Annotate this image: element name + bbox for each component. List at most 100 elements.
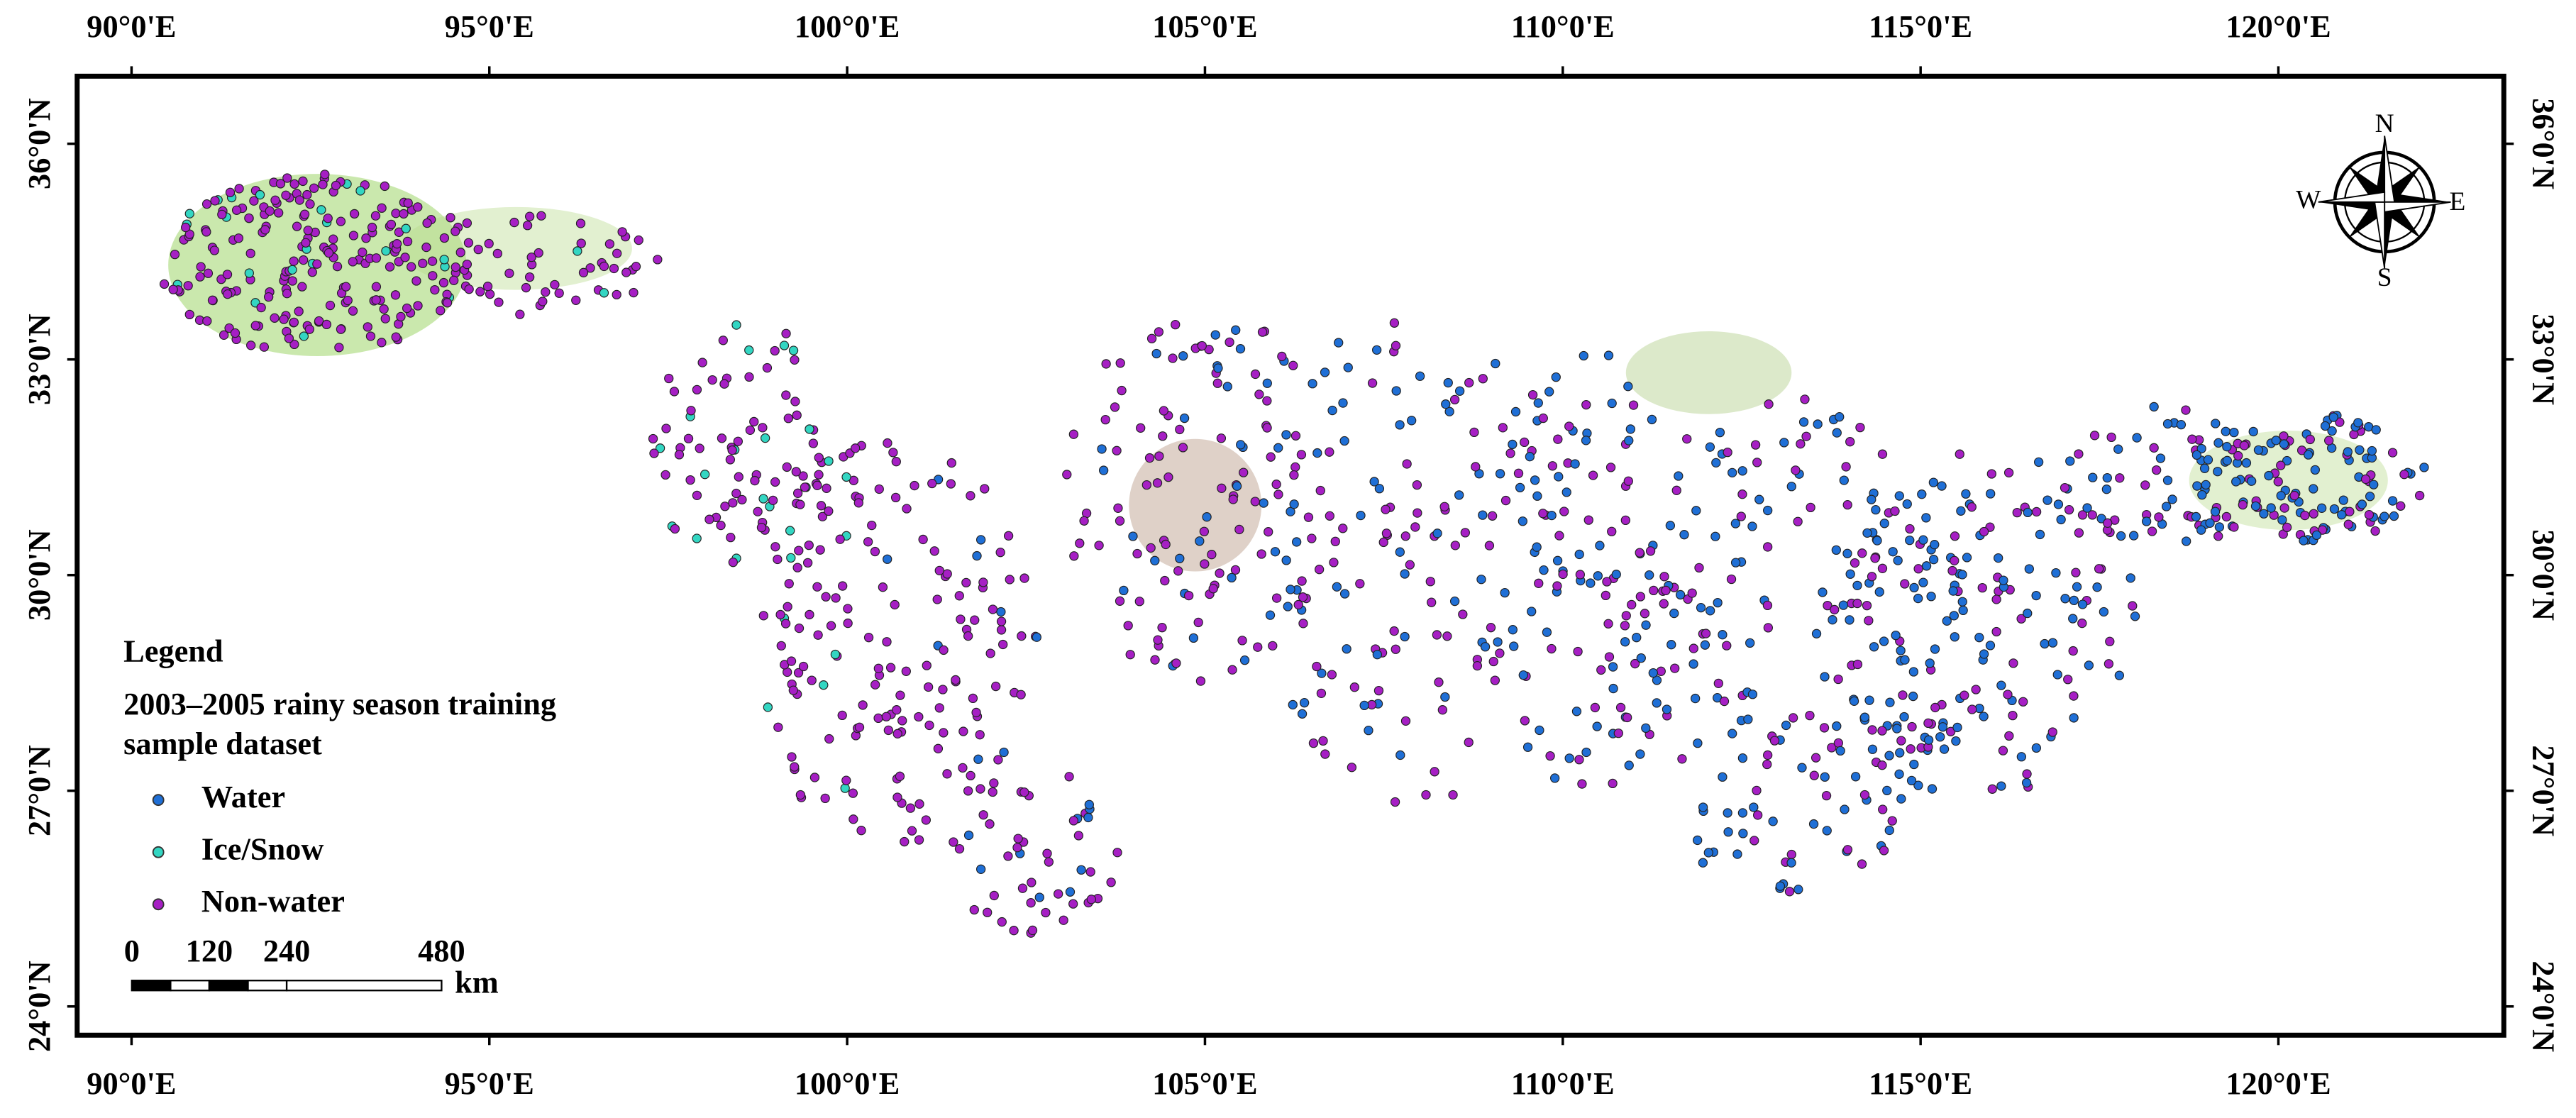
sample-point	[1533, 398, 1543, 408]
sample-point	[377, 203, 387, 213]
sample-point	[1700, 640, 1710, 650]
sample-point	[541, 287, 551, 297]
sample-point	[1160, 575, 1170, 586]
lat-label-left: 27°0'N	[21, 745, 57, 836]
sample-point	[2222, 455, 2232, 465]
sample-point	[184, 209, 194, 218]
sample-point	[1961, 489, 1971, 499]
sample-point	[1877, 449, 1888, 459]
sample-point	[264, 292, 274, 302]
sample-point	[905, 803, 916, 813]
sample-point	[692, 533, 702, 543]
sample-point	[1115, 358, 1125, 368]
sample-point	[1314, 565, 1325, 575]
sample-point	[1913, 780, 1923, 790]
sample-point	[1270, 547, 1281, 557]
sample-point	[402, 236, 413, 247]
sample-point	[891, 457, 901, 467]
sample-point	[1449, 596, 1460, 607]
sample-point	[1561, 487, 1571, 497]
sample-point	[821, 592, 831, 602]
sample-point	[1338, 524, 1348, 533]
sample-point	[1349, 682, 1360, 692]
sample-point	[1199, 526, 1210, 536]
sample-point	[2264, 470, 2274, 481]
sample-point	[1449, 394, 1460, 405]
sample-point	[1948, 586, 1958, 596]
sample-point	[1885, 697, 1895, 707]
sample-point	[1641, 723, 1651, 734]
sample-point	[812, 582, 822, 592]
sample-point	[1822, 826, 1832, 836]
sample-point	[1510, 406, 1521, 417]
sample-point	[1864, 695, 1874, 705]
sample-point	[1094, 541, 1104, 550]
sample-point	[411, 276, 421, 286]
sample-point	[1665, 521, 1676, 531]
sample-point	[1157, 623, 1167, 633]
lon-label-top: 100°0'E	[795, 9, 900, 44]
sample-point	[1937, 722, 1948, 732]
sample-point	[462, 259, 472, 270]
sample-point	[282, 173, 292, 183]
sample-point	[1957, 597, 1967, 607]
sample-point	[450, 226, 460, 236]
sample-point	[1798, 417, 1809, 427]
sample-point	[808, 438, 818, 448]
sample-point	[328, 234, 338, 244]
sample-point	[2092, 582, 2102, 592]
sample-point	[1373, 685, 1384, 696]
sample-point	[2379, 511, 2389, 521]
sample-point	[1106, 878, 1116, 887]
sample-point	[1705, 606, 1715, 616]
sample-point	[951, 675, 961, 685]
sample-point	[473, 244, 483, 255]
sample-point	[249, 196, 259, 206]
sample-point	[1986, 489, 1996, 499]
sample-point	[914, 835, 924, 845]
sample-point	[1942, 616, 1952, 626]
scale-label: 0	[124, 933, 140, 968]
sample-point	[1273, 489, 1283, 499]
sample-point	[1200, 559, 1210, 569]
sample-point	[314, 316, 324, 326]
sample-point	[331, 180, 341, 191]
sample-point	[2018, 697, 2028, 707]
sample-point	[1076, 865, 1086, 875]
sample-point	[963, 631, 973, 641]
sample-point	[1805, 710, 1815, 721]
sample-point	[824, 734, 834, 744]
sample-point	[1495, 469, 1505, 479]
sample-point	[1950, 531, 1960, 541]
sample-point	[170, 249, 180, 260]
sample-point	[2213, 531, 2223, 541]
sample-point	[999, 747, 1009, 758]
sample-point	[1806, 502, 1815, 513]
sample-point	[2279, 439, 2289, 449]
sample-point	[1441, 399, 1451, 409]
sample-point	[1518, 670, 1528, 680]
sample-point	[795, 790, 806, 800]
sample-point	[312, 259, 322, 269]
sample-point	[788, 685, 798, 695]
sample-point	[2003, 467, 2014, 478]
sample-point	[292, 221, 302, 231]
sample-point	[1921, 513, 1931, 523]
sample-point	[1867, 744, 1878, 754]
sample-point	[2197, 489, 2207, 500]
sample-point	[954, 843, 965, 854]
sample-point	[2069, 713, 2079, 723]
sample-point	[2289, 490, 2299, 501]
sample-point	[2069, 595, 2079, 606]
sample-point	[1813, 419, 1823, 429]
sample-point	[1715, 427, 1725, 438]
sample-point	[720, 502, 730, 511]
sample-point	[1432, 630, 1442, 640]
sample-point	[464, 284, 474, 294]
sample-point	[1083, 812, 1093, 823]
sample-point	[2161, 502, 2172, 511]
sample-point	[2355, 445, 2365, 455]
sample-point	[1985, 641, 1996, 651]
sample-point	[1239, 467, 1249, 477]
legend-heading: Legend	[123, 633, 223, 668]
